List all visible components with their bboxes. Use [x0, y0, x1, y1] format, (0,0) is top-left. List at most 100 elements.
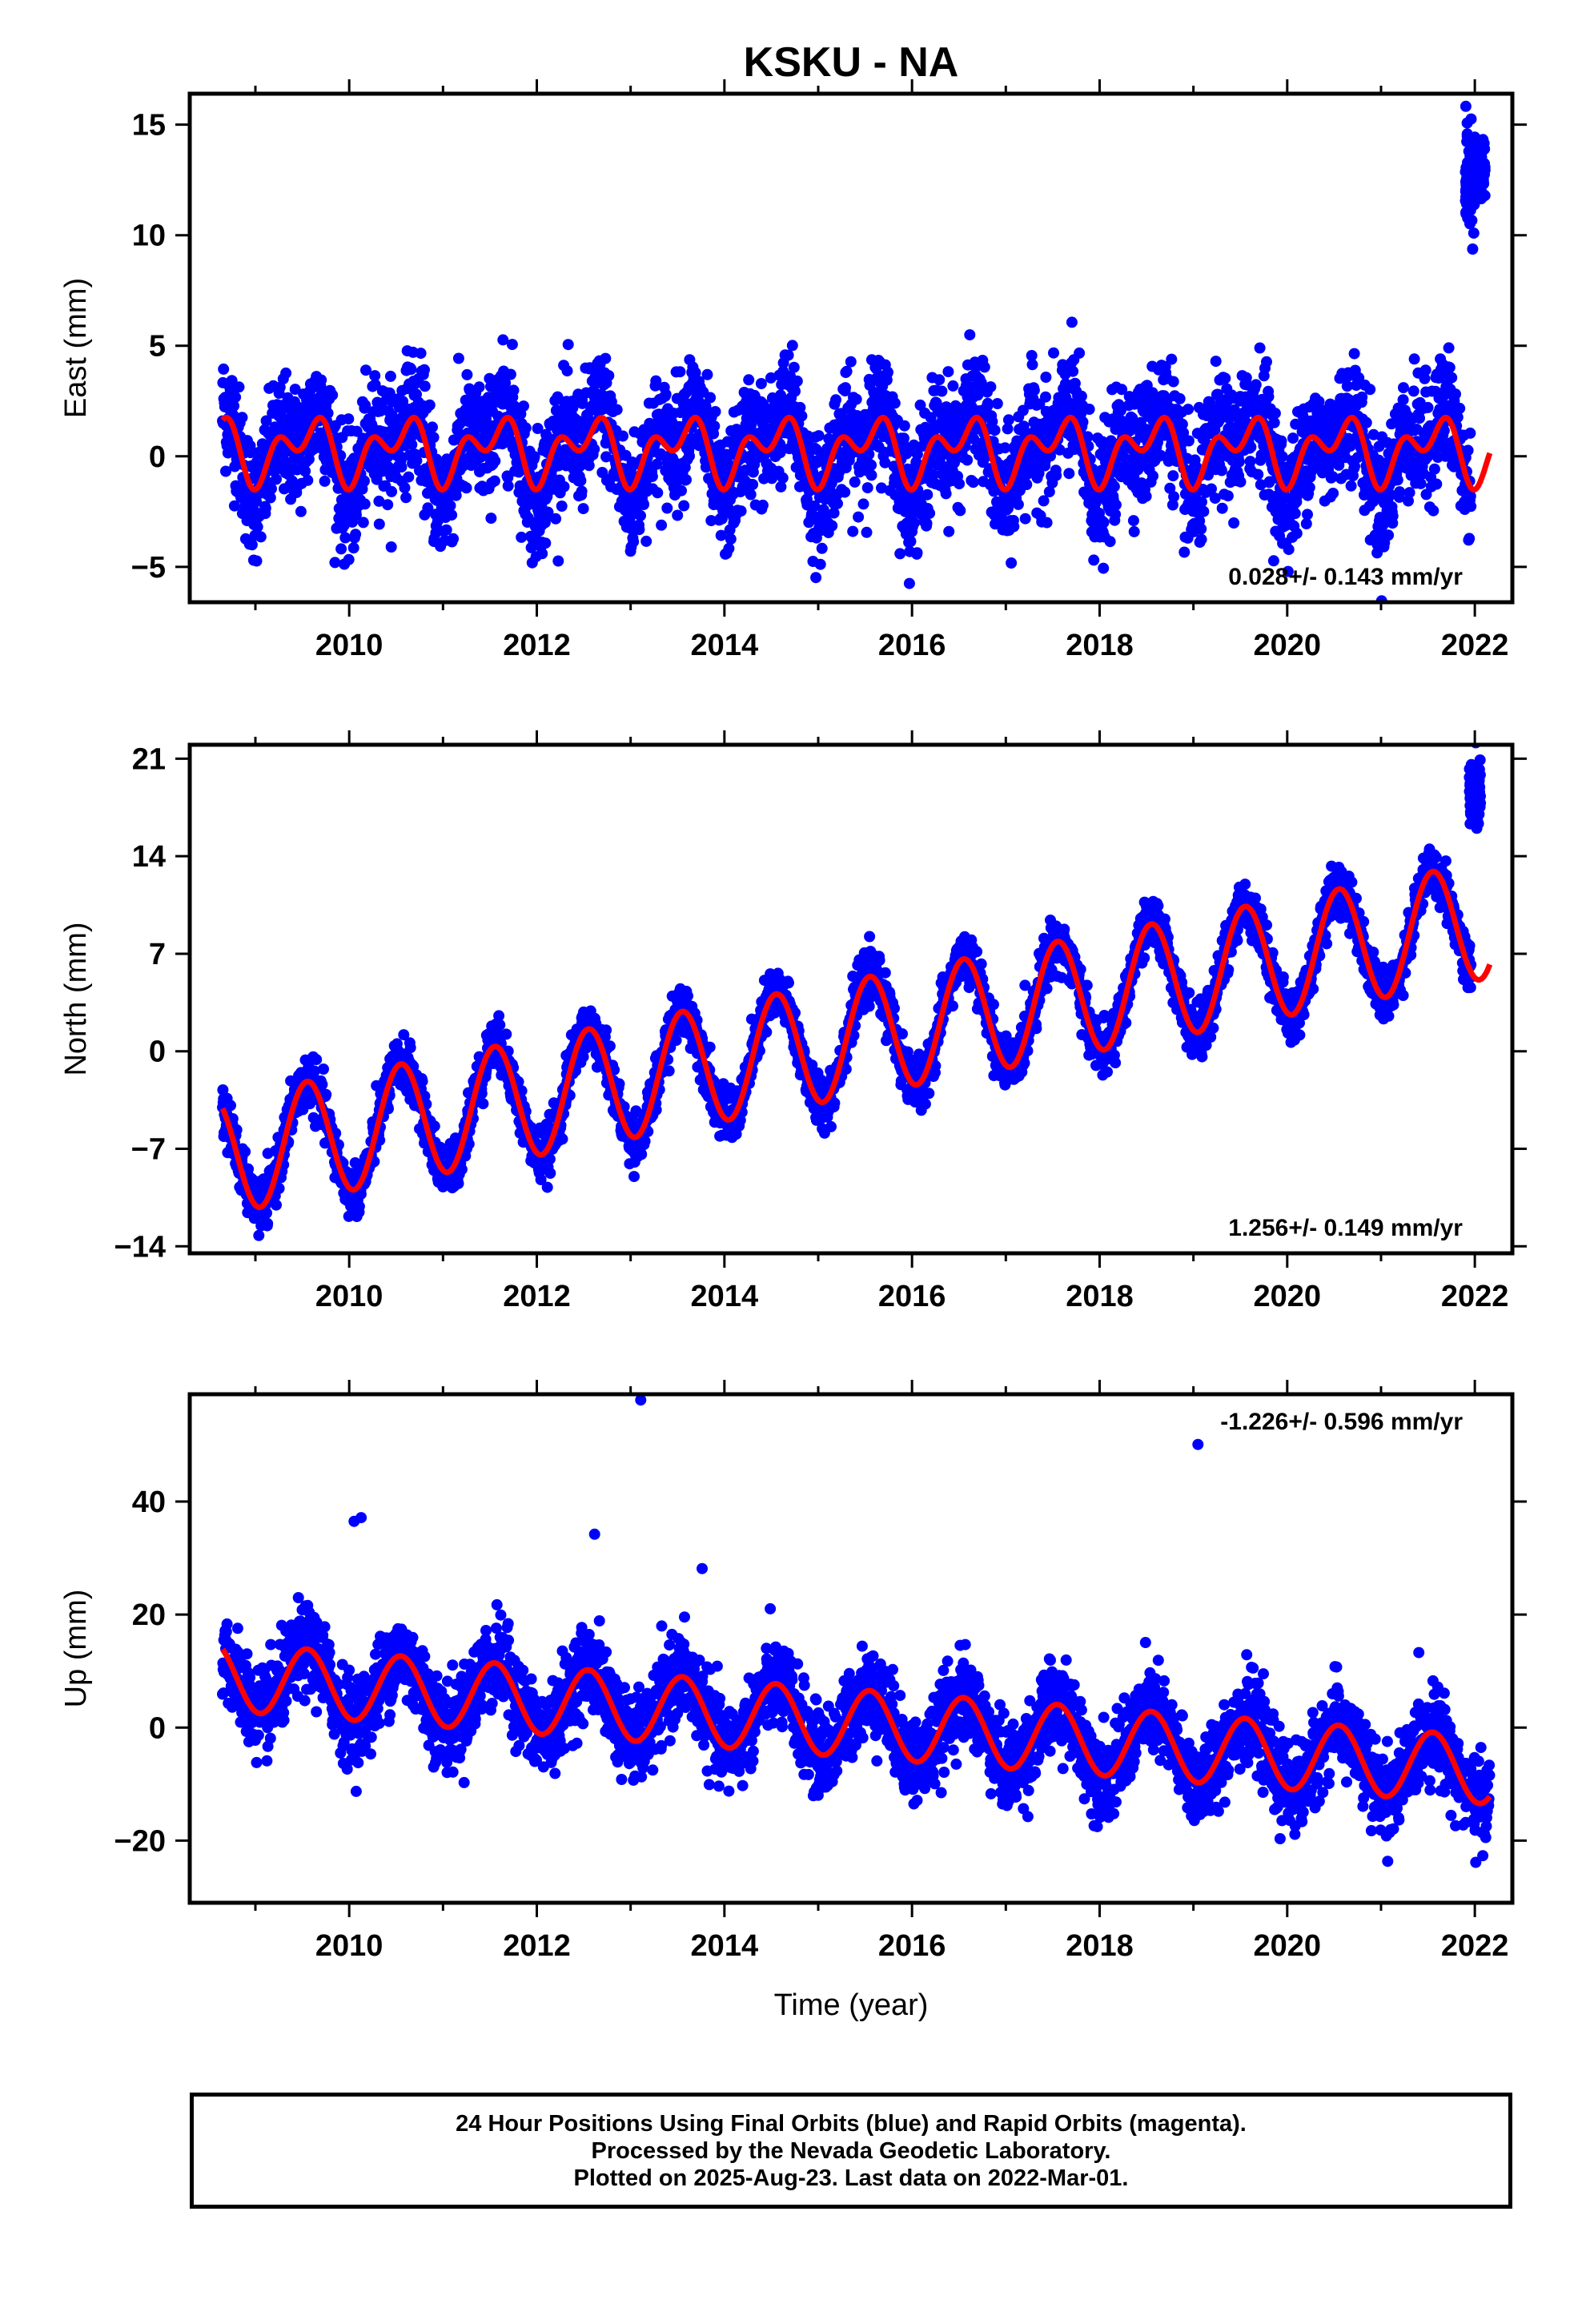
data-point [1244, 456, 1256, 468]
data-point [536, 548, 548, 560]
data-point [428, 1120, 440, 1132]
data-point [991, 398, 1003, 409]
data-point [274, 381, 286, 393]
data-point [678, 500, 690, 512]
data-point [757, 499, 769, 511]
data-point [786, 340, 798, 352]
data-point [600, 451, 612, 463]
data-point [1415, 477, 1427, 489]
data-point [280, 367, 292, 379]
data-point [826, 520, 838, 532]
data-point [1182, 435, 1195, 447]
data-point [964, 329, 976, 341]
data-point [1464, 533, 1476, 545]
data-point [775, 480, 787, 493]
data-point [701, 368, 713, 380]
data-point [845, 356, 857, 368]
data-point [228, 500, 240, 512]
data-point [628, 536, 640, 548]
data-point [562, 339, 574, 351]
data-point [404, 1042, 416, 1054]
data-point [850, 393, 862, 405]
data-point [865, 459, 877, 471]
data-point [1465, 501, 1477, 513]
data-point [1450, 388, 1461, 400]
data-point [1414, 412, 1425, 424]
data-point [1397, 394, 1409, 406]
data-point [600, 352, 612, 364]
data-point [1216, 502, 1228, 514]
data-point [861, 526, 873, 538]
data-point [360, 364, 371, 376]
data-point [264, 492, 276, 504]
data-point [516, 531, 528, 543]
data-point [542, 506, 554, 518]
data-point [947, 380, 959, 392]
data-point [755, 378, 767, 389]
y-tick-label: −5 [131, 551, 166, 585]
data-point [576, 397, 588, 409]
data-point [1050, 469, 1062, 481]
data-point [747, 479, 759, 490]
data-point [343, 413, 355, 425]
data-point [311, 1054, 323, 1066]
data-point [446, 509, 458, 521]
data-point [1261, 356, 1272, 368]
data-point [575, 475, 587, 487]
data-point [488, 475, 500, 487]
data-point [839, 486, 851, 498]
data-point [289, 384, 301, 396]
data-point [1291, 528, 1303, 539]
data-point [262, 1217, 274, 1229]
data-point [460, 482, 472, 494]
data-point [816, 542, 828, 554]
data-point [1327, 488, 1339, 499]
y-tick-label: 15 [132, 109, 166, 143]
data-point [228, 400, 240, 412]
data-point [832, 497, 843, 509]
data-point [840, 382, 851, 394]
data-point [681, 474, 692, 486]
data-point [315, 374, 327, 386]
data-point [494, 1019, 506, 1031]
data-point [905, 536, 917, 547]
data-point [1254, 342, 1266, 354]
data-point [1110, 499, 1122, 511]
data-point [1431, 478, 1443, 490]
data-point [359, 498, 371, 510]
data-point [411, 455, 423, 467]
data-point [605, 396, 617, 408]
data-point [1427, 505, 1439, 517]
data-point [1067, 365, 1079, 377]
data-point [894, 548, 906, 560]
data-point [1391, 474, 1403, 486]
data-point [1443, 361, 1456, 373]
data-point [424, 399, 436, 411]
data-points [217, 100, 1491, 602]
data-point [1252, 468, 1264, 480]
data-point [861, 482, 873, 494]
data-point [788, 361, 800, 373]
data-point [400, 492, 412, 504]
data-point [396, 461, 408, 473]
data-point [477, 1098, 489, 1110]
data-point [841, 365, 853, 377]
data-point [246, 539, 258, 551]
data-point [1443, 342, 1455, 354]
data-point [1028, 384, 1040, 396]
data-point [1263, 391, 1275, 403]
data-point [385, 541, 397, 553]
data-point [383, 387, 396, 399]
data-point [1275, 435, 1287, 447]
data-point [1012, 498, 1024, 510]
data-point [1048, 347, 1059, 359]
data-point [384, 370, 396, 382]
data-point [640, 535, 652, 547]
data-point [1384, 489, 1396, 501]
data-point [985, 381, 997, 393]
data-point [1127, 515, 1139, 527]
data-point [259, 502, 271, 514]
data-point [266, 483, 277, 495]
data-point [635, 509, 646, 521]
